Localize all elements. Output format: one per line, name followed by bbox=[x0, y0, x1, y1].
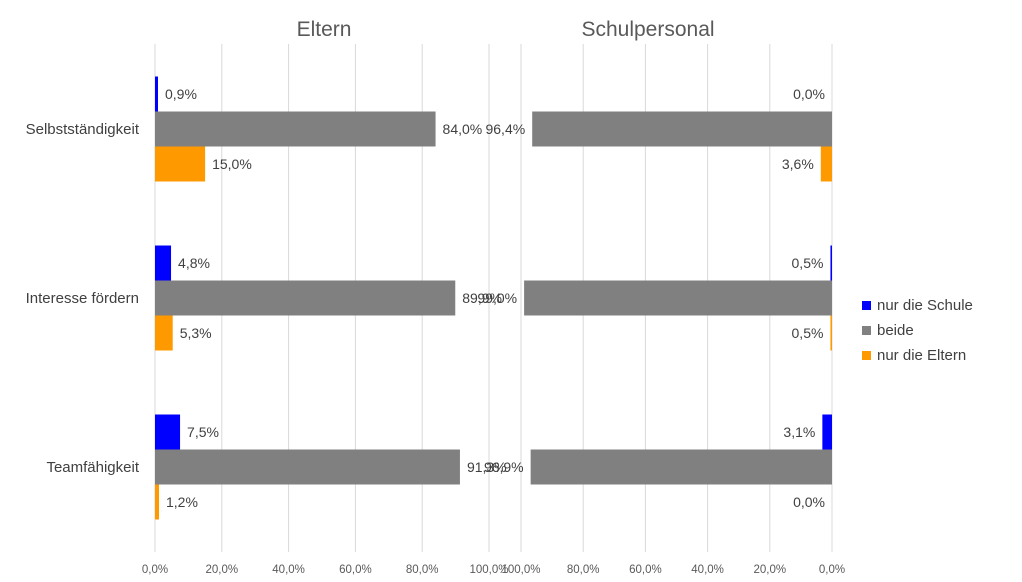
data-label-eltern-beide-selbststaendigkeit: 84,0% bbox=[443, 121, 483, 137]
chart-title-schulpersonal: Schulpersonal bbox=[581, 18, 714, 41]
legend-item-beide: beide bbox=[862, 318, 973, 343]
data-label-eltern-beide-teamfaehigkeit: 91,3% bbox=[467, 459, 507, 475]
x-tick-label-eltern-4: 80,0% bbox=[406, 564, 439, 576]
data-label-eltern-nur-die-schule-selbststaendigkeit: 0,9% bbox=[165, 86, 197, 102]
bar-eltern-nur-die-eltern-interesse-foerdern bbox=[155, 315, 173, 351]
x-tick-label-schulpersonal-5: 100,0% bbox=[501, 564, 540, 576]
chart-title-eltern: Eltern bbox=[297, 18, 352, 41]
data-label-schulpersonal-beide-selbststaendigkeit: 96,4% bbox=[485, 121, 525, 137]
bar-schulpersonal-nur-die-eltern-interesse-foerdern bbox=[830, 315, 832, 351]
x-tick-label-eltern-2: 40,0% bbox=[272, 564, 305, 576]
bar-eltern-beide-selbststaendigkeit bbox=[155, 111, 436, 147]
data-label-schulpersonal-beide-teamfaehigkeit: 96,9% bbox=[484, 459, 524, 475]
bar-schulpersonal-beide-selbststaendigkeit bbox=[532, 111, 832, 147]
legend-swatch-nur-die-eltern bbox=[862, 351, 871, 360]
data-label-schulpersonal-nur-die-schule-teamfaehigkeit: 3,1% bbox=[783, 424, 815, 440]
bar-eltern-beide-teamfaehigkeit bbox=[155, 449, 460, 485]
legend-swatch-beide bbox=[862, 326, 871, 335]
x-tick-label-schulpersonal-2: 40,0% bbox=[691, 564, 724, 576]
bar-eltern-nur-die-eltern-selbststaendigkeit bbox=[155, 146, 206, 182]
data-label-schulpersonal-beide-interesse-foerdern: 99,0% bbox=[477, 290, 517, 306]
category-label-interesse-foerdern: Interesse fördern bbox=[26, 290, 139, 307]
data-label-eltern-nur-die-schule-interesse-foerdern: 4,8% bbox=[178, 255, 210, 271]
data-label-eltern-beide-interesse-foerdern: 89,9% bbox=[462, 290, 502, 306]
x-tick-label-schulpersonal-1: 20,0% bbox=[753, 564, 786, 576]
data-label-eltern-nur-die-eltern-selbststaendigkeit: 15,0% bbox=[212, 156, 252, 172]
chart-legend: nur die Schule beide nur die Eltern bbox=[862, 293, 973, 368]
legend-item-nur-die-eltern: nur die Eltern bbox=[862, 343, 973, 368]
data-label-schulpersonal-nur-die-eltern-interesse-foerdern: 0,5% bbox=[792, 325, 824, 341]
x-tick-label-eltern-3: 60,0% bbox=[339, 564, 372, 576]
x-tick-label-eltern-1: 20,0% bbox=[205, 564, 238, 576]
bar-schulpersonal-beide-teamfaehigkeit bbox=[530, 449, 832, 485]
category-label-selbststaendigkeit: Selbstständigkeit bbox=[26, 121, 140, 138]
x-tick-label-schulpersonal-0: 0,0% bbox=[819, 564, 845, 576]
x-tick-label-eltern-0: 0,0% bbox=[142, 564, 168, 576]
data-label-schulpersonal-nur-die-schule-selbststaendigkeit: 0,0% bbox=[793, 86, 825, 102]
bar-schulpersonal-beide-interesse-foerdern bbox=[524, 280, 832, 316]
data-label-schulpersonal-nur-die-eltern-teamfaehigkeit: 0,0% bbox=[793, 494, 825, 510]
bar-eltern-nur-die-schule-selbststaendigkeit bbox=[155, 76, 159, 112]
data-label-eltern-nur-die-schule-teamfaehigkeit: 7,5% bbox=[187, 424, 219, 440]
x-tick-label-eltern-5: 100,0% bbox=[469, 564, 508, 576]
legend-label-nur-die-eltern: nur die Eltern bbox=[877, 347, 967, 364]
bar-eltern-nur-die-schule-interesse-foerdern bbox=[155, 245, 172, 281]
x-tick-label-schulpersonal-4: 80,0% bbox=[567, 564, 600, 576]
legend-item-nur-die-schule: nur die Schule bbox=[862, 293, 973, 318]
bar-eltern-nur-die-eltern-teamfaehigkeit bbox=[155, 484, 160, 520]
bar-schulpersonal-nur-die-schule-teamfaehigkeit bbox=[822, 414, 832, 450]
data-label-schulpersonal-nur-die-eltern-selbststaendigkeit: 3,6% bbox=[782, 156, 814, 172]
legend-swatch-nur-die-schule bbox=[862, 301, 871, 310]
data-label-eltern-nur-die-eltern-teamfaehigkeit: 1,2% bbox=[166, 494, 198, 510]
data-label-schulpersonal-nur-die-schule-interesse-foerdern: 0,5% bbox=[792, 255, 824, 271]
legend-label-beide: beide bbox=[877, 322, 914, 339]
bar-schulpersonal-nur-die-schule-interesse-foerdern bbox=[830, 245, 832, 281]
x-tick-label-schulpersonal-3: 60,0% bbox=[629, 564, 662, 576]
bar-eltern-nur-die-schule-teamfaehigkeit bbox=[155, 414, 181, 450]
category-label-teamfaehigkeit: Teamfähigkeit bbox=[46, 459, 139, 476]
data-label-eltern-nur-die-eltern-interesse-foerdern: 5,3% bbox=[180, 325, 212, 341]
bar-eltern-beide-interesse-foerdern bbox=[155, 280, 456, 316]
legend-label-nur-die-schule: nur die Schule bbox=[877, 297, 973, 314]
bar-schulpersonal-nur-die-eltern-selbststaendigkeit bbox=[820, 146, 832, 182]
